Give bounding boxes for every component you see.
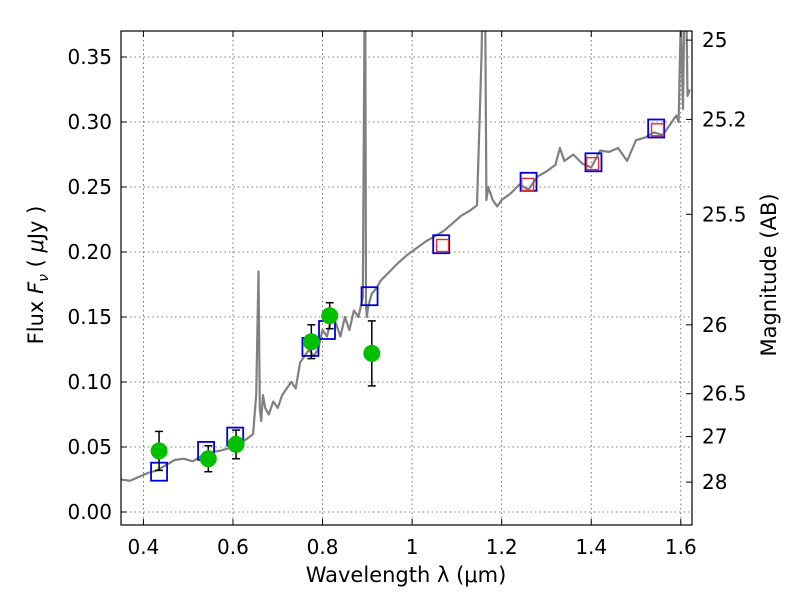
grid bbox=[121, 31, 692, 525]
plot-content bbox=[121, 31, 691, 482]
plot-frame bbox=[120, 30, 693, 526]
x-axis-label: Wavelength λ (μm) bbox=[306, 563, 507, 587]
model-band-inner-square bbox=[435, 238, 450, 253]
y-tick-label: 0.10 bbox=[67, 370, 112, 394]
y2-tick-label: 26 bbox=[702, 313, 727, 337]
observed-point bbox=[302, 333, 320, 351]
model-band-square bbox=[360, 286, 379, 307]
y-axis-label-open: ( bbox=[24, 253, 48, 275]
y-axis-label-prefix: Flux bbox=[24, 294, 48, 344]
model-band-inner-square bbox=[650, 123, 665, 137]
model-spectrum-line bbox=[121, 31, 691, 482]
y-tick-label: 0.35 bbox=[67, 45, 112, 69]
y-tick-label: 0.30 bbox=[67, 110, 112, 134]
observed-point bbox=[199, 450, 217, 468]
y2-tick-label: 28 bbox=[702, 470, 727, 494]
y2-tick-label: 25 bbox=[702, 28, 727, 52]
observed-point bbox=[150, 442, 168, 460]
y-tick-label: 0.15 bbox=[67, 305, 112, 329]
y-tick-label: 0.20 bbox=[67, 240, 112, 264]
y2-tick-label: 26.5 bbox=[702, 382, 747, 406]
y-axis-label-unit: Jy ) bbox=[24, 206, 48, 242]
y2-axis-label: Magnitude (AB) bbox=[757, 193, 781, 356]
plot-area bbox=[121, 31, 691, 482]
model-band-inner-square bbox=[585, 156, 600, 171]
y-tick-label: 0.25 bbox=[67, 175, 112, 199]
y-axis-label-subscript: ν bbox=[36, 274, 52, 282]
y-tick-label: 0.00 bbox=[67, 500, 112, 524]
y-axis-label: Flux Fν ( μJy ) bbox=[24, 206, 52, 345]
y2-tick-label: 27 bbox=[702, 425, 727, 449]
x-tick-label: 0.4 bbox=[127, 535, 159, 559]
x-tick-label: 1.2 bbox=[486, 535, 518, 559]
x-tick-label: 1.6 bbox=[665, 535, 697, 559]
y2-tick-label: 25.5 bbox=[702, 202, 747, 226]
x-tick-label: 1.4 bbox=[575, 535, 607, 559]
observed-point bbox=[363, 344, 381, 362]
axis-ticks: 0.4 0.6 0.8 1 1.2 1.4 1.6 0.00 0.05 0.10 0.15 0.20 0… bbox=[67, 28, 746, 559]
x-tick-label: 0.6 bbox=[217, 535, 249, 559]
y-tick-label: 0.05 bbox=[67, 435, 112, 459]
model-band-square bbox=[584, 152, 603, 173]
y-axis-label-symbol: F bbox=[24, 281, 48, 294]
x-tick-label: 1 bbox=[406, 535, 419, 559]
y2-tick-label: 25.2 bbox=[702, 107, 747, 131]
observed-point bbox=[321, 307, 339, 325]
observed-point bbox=[227, 435, 245, 453]
x-tick-label: 0.8 bbox=[307, 535, 339, 559]
model-band-inner-square bbox=[520, 177, 535, 192]
y-axis-label-mu: μ bbox=[24, 239, 48, 253]
